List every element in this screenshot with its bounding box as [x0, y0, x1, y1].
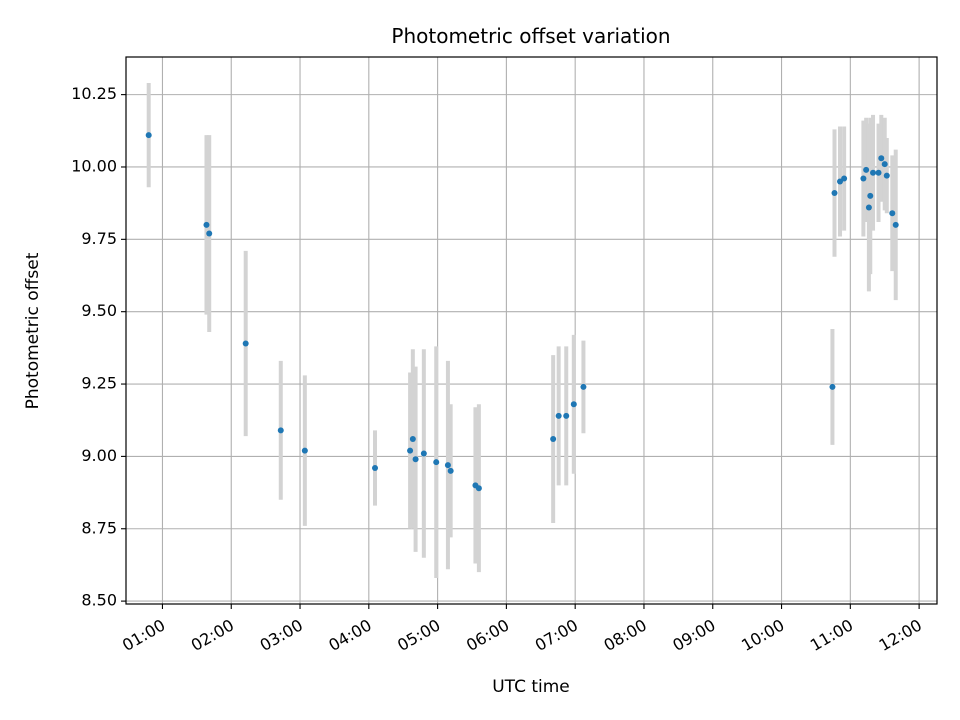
- data-point: [447, 467, 454, 474]
- y-tick-label: 9.75: [81, 229, 117, 248]
- data-point: [420, 450, 427, 457]
- data-point: [372, 464, 379, 471]
- data-point: [889, 210, 896, 217]
- y-tick-label: 9.25: [81, 374, 117, 393]
- data-point: [829, 383, 836, 390]
- data-point: [865, 204, 872, 211]
- y-axis-label: Photometric offset: [23, 252, 43, 409]
- data-point: [242, 340, 249, 347]
- data-point: [570, 401, 577, 408]
- data-point: [563, 412, 570, 419]
- x-axis-label: UTC time: [492, 677, 570, 697]
- data-point: [875, 169, 882, 176]
- data-point: [580, 383, 587, 390]
- data-point: [203, 221, 210, 228]
- data-point: [277, 427, 284, 434]
- chart-title: Photometric offset variation: [391, 24, 670, 48]
- y-tick-label: 10.00: [71, 156, 117, 175]
- y-tick-label: 10.25: [71, 84, 117, 103]
- data-point: [883, 172, 890, 179]
- data-point: [841, 175, 848, 182]
- data-point: [444, 462, 451, 469]
- data-point: [412, 456, 419, 463]
- grid: [126, 57, 937, 604]
- data-point: [433, 459, 440, 466]
- data-points: [145, 132, 899, 492]
- data-point: [407, 447, 414, 454]
- data-point: [831, 190, 838, 197]
- data-point: [881, 161, 888, 168]
- data-point: [475, 485, 482, 492]
- data-point: [870, 169, 877, 176]
- data-point: [555, 412, 562, 419]
- y-axis-ticks: 8.50 8.75 9.00 9.25 9.50 9.75 10.00 10.25: [71, 84, 126, 610]
- data-point: [892, 221, 899, 228]
- data-point: [878, 155, 885, 162]
- data-point: [301, 447, 308, 454]
- data-point: [860, 175, 867, 182]
- data-point: [863, 166, 870, 173]
- data-point: [409, 436, 416, 443]
- data-point: [206, 230, 213, 237]
- y-tick-label: 8.50: [81, 591, 117, 610]
- plot-frame: [125, 56, 938, 605]
- y-tick-label: 8.75: [81, 518, 117, 537]
- data-point: [550, 436, 557, 443]
- y-tick-label: 9.00: [81, 446, 117, 465]
- data-point: [145, 132, 152, 139]
- data-point: [867, 192, 874, 199]
- y-tick-label: 9.50: [81, 301, 117, 320]
